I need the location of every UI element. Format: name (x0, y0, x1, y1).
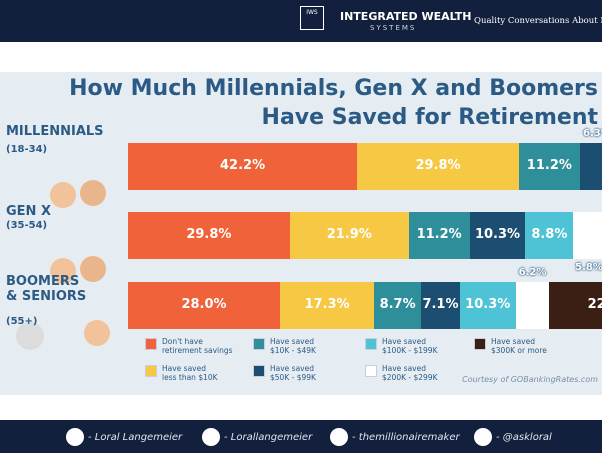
brand: INTEGRATED WEALTH (340, 10, 472, 23)
legend-swatch (253, 365, 265, 377)
bar-segment (525, 212, 574, 259)
bar-segment (421, 282, 460, 329)
facebook-icon[interactable] (66, 428, 84, 446)
value-label: 10.3% (474, 227, 521, 242)
instagram-icon[interactable] (330, 428, 348, 446)
legend-label: Have saved $100K - $199K (382, 337, 438, 355)
value-label: 29.8% (186, 227, 232, 242)
bar-segment (549, 282, 602, 329)
illustration (80, 256, 106, 282)
brand-sub: SYSTEMS (370, 24, 417, 32)
legend-swatch (365, 338, 377, 350)
bar-segment (128, 212, 290, 259)
value-label: 42.2% (220, 158, 266, 173)
illustration (80, 180, 106, 206)
value-label: 6.3% (583, 128, 602, 139)
logo: IWS (300, 6, 324, 30)
value-label: 7.1% (422, 297, 459, 312)
legend-label: Don't have retirement savings (162, 337, 233, 355)
value-label: 11.2% (416, 227, 462, 242)
legend-swatch (145, 365, 157, 377)
illustration (84, 320, 110, 346)
legend-swatch (253, 338, 265, 350)
value-label: 8.7% (379, 297, 416, 312)
header-bar: IWS INTEGRATED WEALTH SYSTEMS Quality Co… (0, 0, 602, 42)
social-handle[interactable]: - @askloral (496, 432, 552, 443)
bar-segment (459, 282, 516, 329)
legend-swatch (474, 338, 486, 350)
bar-segment (579, 143, 602, 190)
category-subtitle: (18-34) (6, 144, 48, 155)
value-label: 21.9% (326, 227, 372, 242)
bar-segment (373, 282, 422, 329)
legend-swatch (145, 338, 157, 350)
footer-bar (0, 420, 602, 453)
value-label: 6.2% (518, 267, 547, 278)
bar-segment (518, 143, 580, 190)
value-label: 22.4% (587, 297, 602, 312)
illustration (50, 182, 76, 208)
legend-label: Have saved $50K - $99K (270, 364, 316, 382)
category-subtitle: (35-54) (6, 220, 48, 231)
youtube-icon[interactable] (202, 428, 220, 446)
legend-label: Have saved $300K or more (491, 337, 547, 355)
bar-segment (515, 282, 550, 329)
illustration (50, 258, 76, 284)
bar-segment (280, 282, 374, 329)
value-label: 3.5% (588, 193, 602, 204)
value-label: 29.8% (415, 158, 461, 173)
value-label: 10.3% (465, 297, 511, 312)
bar-segment (289, 212, 409, 259)
category-label: GEN X (6, 204, 51, 219)
bar-segment (128, 143, 358, 190)
value-label: 17.3% (304, 297, 350, 312)
bar-segment (128, 282, 281, 329)
bar-segment (357, 143, 519, 190)
legend-label: Have saved less than $10K (162, 364, 218, 382)
twitter-icon[interactable] (474, 428, 492, 446)
bar-segment (469, 212, 526, 259)
legend-label: Have saved $10K - $49K (270, 337, 316, 355)
value-label: 5.8% (575, 262, 602, 273)
category-label: BOOMERS & SENIORS (6, 274, 87, 304)
source: Courtesy of GOBankingRates.com (462, 375, 598, 384)
category-label: MILLENNIALS (6, 124, 104, 139)
tagline: Quality Conversations About Money (474, 16, 602, 26)
social-handle[interactable]: - themillionairemaker (352, 432, 460, 443)
value-label: 11.2% (526, 158, 572, 173)
chart-title: How Much Millennials, Gen X and Boomers … (69, 76, 598, 130)
category-subtitle: (55+) (6, 316, 38, 327)
legend-label: Have saved $200K - $299K (382, 364, 438, 382)
value-label: 8.8% (531, 227, 568, 242)
value-label: 28.0% (181, 297, 227, 312)
bar-segment (408, 212, 470, 259)
legend-swatch (365, 365, 377, 377)
social-handle[interactable]: - Lorallangemeier (224, 432, 313, 443)
social-handle[interactable]: - Loral Langemeier (88, 432, 183, 443)
bar-segment (573, 212, 602, 259)
illustration (16, 322, 44, 350)
